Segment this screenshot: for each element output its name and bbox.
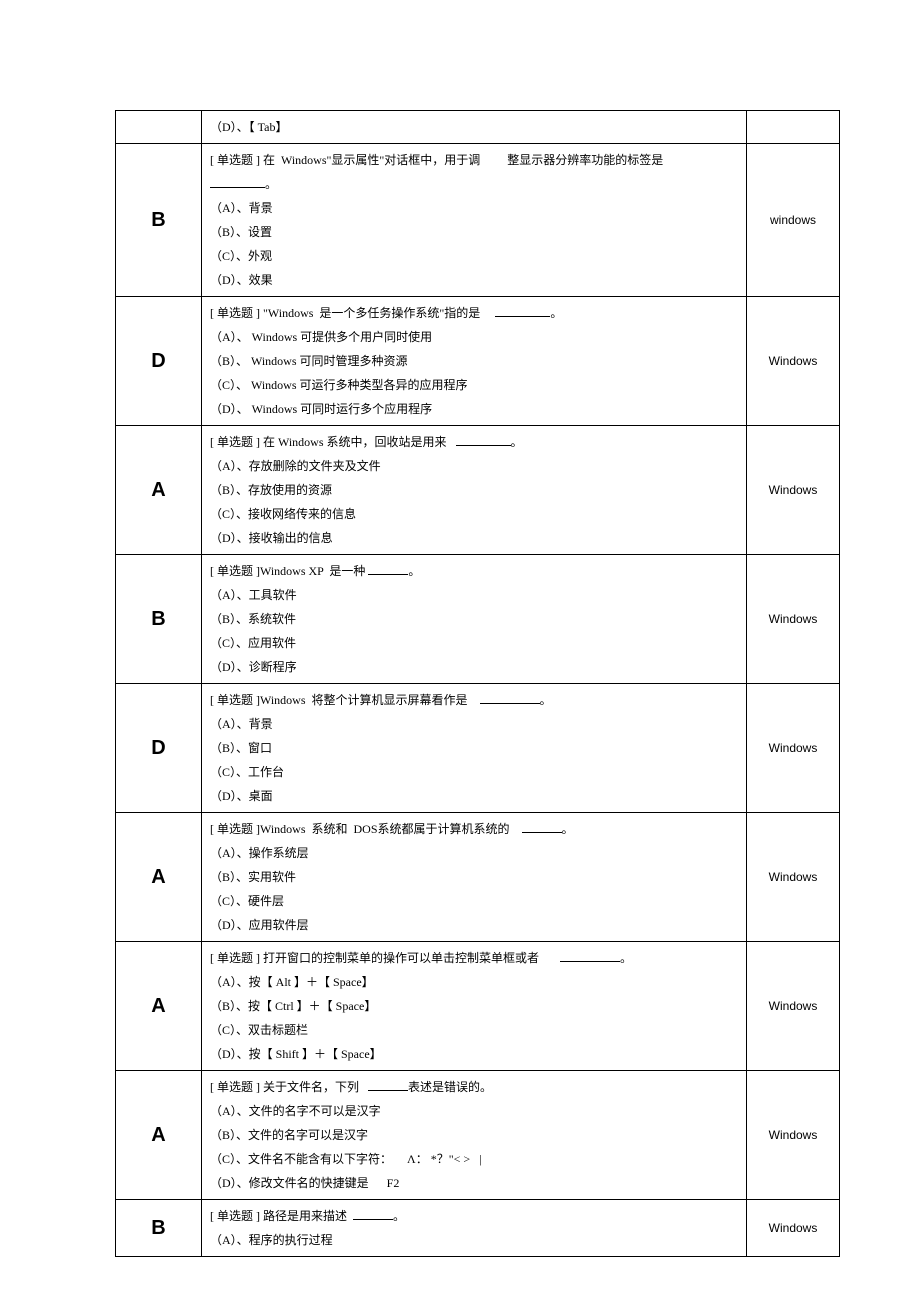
question-option: （D）、接收输出的信息 <box>210 526 738 550</box>
question-option: （C）、工作台 <box>210 760 738 784</box>
category-cell: Windows <box>747 555 840 684</box>
answer-cell: D <box>116 297 202 426</box>
answer-cell: A <box>116 813 202 942</box>
question-cell: [ 单选题 ] "Windows 是一个多任务操作系统"指的是 。（A）、 Wi… <box>202 297 747 426</box>
category-cell: Windows <box>747 684 840 813</box>
question-stem: [ 单选题 ] "Windows 是一个多任务操作系统"指的是 。 <box>210 301 738 325</box>
category-cell: Windows <box>747 942 840 1071</box>
question-cell: （D）、【 Tab】 <box>202 111 747 144</box>
question-option: （A）、存放删除的文件夹及文件 <box>210 454 738 478</box>
question-cell: [ 单选题 ]Windows 将整个计算机显示屏幕看作是 。（A）、背景（B）、… <box>202 684 747 813</box>
question-stem: [ 单选题 ]Windows 将整个计算机显示屏幕看作是 。 <box>210 688 738 712</box>
table-row: B[ 单选题 ] 路径是用来描述 。（A）、程序的执行过程Windows <box>116 1200 840 1257</box>
answer-cell: B <box>116 555 202 684</box>
table-row: D[ 单选题 ] "Windows 是一个多任务操作系统"指的是 。（A）、 W… <box>116 297 840 426</box>
question-option: （B）、窗口 <box>210 736 738 760</box>
question-option: （A）、文件的名字不可以是汉字 <box>210 1099 738 1123</box>
question-option: （D）、【 Tab】 <box>210 115 738 139</box>
question-option: （A）、程序的执行过程 <box>210 1228 738 1252</box>
question-option: （A）、背景 <box>210 712 738 736</box>
table-row: A[ 单选题 ] 在 Windows 系统中，回收站是用来 。（A）、存放删除的… <box>116 426 840 555</box>
question-stem: [ 单选题 ] 路径是用来描述 。 <box>210 1204 738 1228</box>
question-cell: [ 单选题 ] 打开窗口的控制菜单的操作可以单击控制菜单框或者 。（A）、按【 … <box>202 942 747 1071</box>
question-stem: [ 单选题 ] 打开窗口的控制菜单的操作可以单击控制菜单框或者 。 <box>210 946 738 970</box>
question-option: （C）、接收网络传来的信息 <box>210 502 738 526</box>
question-cell: [ 单选题 ] 关于文件名，下列 表述是错误的。（A）、文件的名字不可以是汉字（… <box>202 1071 747 1200</box>
category-cell: Windows <box>747 426 840 555</box>
category-cell: Windows <box>747 1200 840 1257</box>
question-option: （A）、 Windows 可提供多个用户同时使用 <box>210 325 738 349</box>
question-option: （C）、双击标题栏 <box>210 1018 738 1042</box>
question-option: （B）、 Windows 可同时管理多种资源 <box>210 349 738 373</box>
table-row: B [ 单选题 ] 在 Windows"显示属性"对话框中，用于调 整显示器分辨率… <box>116 144 840 297</box>
question-blank-line: 。 <box>210 172 738 196</box>
question-cell: [ 单选题 ]Windows XP 是一种 。（A）、工具软件（B）、系统软件（… <box>202 555 747 684</box>
category-cell: Windows <box>747 1071 840 1200</box>
category-cell: Windows <box>747 813 840 942</box>
question-cell: [ 单选题 ] 路径是用来描述 。（A）、程序的执行过程 <box>202 1200 747 1257</box>
answer-cell: D <box>116 684 202 813</box>
question-option: （D）、修改文件名的快捷键是 F2 <box>210 1171 738 1195</box>
category-cell <box>747 111 840 144</box>
question-option: （D）、 Windows 可同时运行多个应用程序 <box>210 397 738 421</box>
question-stem: [ 单选题 ] 在 Windows 系统中，回收站是用来 。 <box>210 430 738 454</box>
question-option: （B）、存放使用的资源 <box>210 478 738 502</box>
table-row: D[ 单选题 ]Windows 将整个计算机显示屏幕看作是 。（A）、背景（B）… <box>116 684 840 813</box>
table-row: B[ 单选题 ]Windows XP 是一种 。（A）、工具软件（B）、系统软件… <box>116 555 840 684</box>
question-table: （D）、【 Tab】 B [ 单选题 ] 在 Windows"显示属性"对话框中，用… <box>115 110 840 1257</box>
question-option: （A）、操作系统层 <box>210 841 738 865</box>
question-option: （B）、系统软件 <box>210 607 738 631</box>
question-stem: [ 单选题 ] 关于文件名，下列 表述是错误的。 <box>210 1075 738 1099</box>
question-option: （C）、应用软件 <box>210 631 738 655</box>
question-cell: [ 单选题 ] 在 Windows 系统中，回收站是用来 。（A）、存放删除的文… <box>202 426 747 555</box>
question-stem: [ 单选题 ]Windows 系统和 DOS系统都属于计算机系统的 。 <box>210 817 738 841</box>
question-option: （D）、按【 Shift 】＋【 Space】 <box>210 1042 738 1066</box>
table-row: A[ 单选题 ] 关于文件名，下列 表述是错误的。（A）、文件的名字不可以是汉字… <box>116 1071 840 1200</box>
question-option: （D）、诊断程序 <box>210 655 738 679</box>
question-option: （B）、文件的名字可以是汉字 <box>210 1123 738 1147</box>
table-row: （D）、【 Tab】 <box>116 111 840 144</box>
question-option: （D）、应用软件层 <box>210 913 738 937</box>
question-stem: [ 单选题 ] 在 Windows"显示属性"对话框中，用于调 整显示器分辨率功… <box>210 148 738 172</box>
question-option: （D）、效果 <box>210 268 738 292</box>
answer-cell: B <box>116 144 202 297</box>
document-page: （D）、【 Tab】 B [ 单选题 ] 在 Windows"显示属性"对话框中，用… <box>0 0 920 1257</box>
question-option: （C）、外观 <box>210 244 738 268</box>
question-stem: [ 单选题 ]Windows XP 是一种 。 <box>210 559 738 583</box>
table-row: A[ 单选题 ]Windows 系统和 DOS系统都属于计算机系统的 。（A）、… <box>116 813 840 942</box>
question-option: （A）、按【 Alt 】＋【 Space】 <box>210 970 738 994</box>
question-cell: [ 单选题 ]Windows 系统和 DOS系统都属于计算机系统的 。（A）、操… <box>202 813 747 942</box>
question-option: （B）、设置 <box>210 220 738 244</box>
question-option: （B）、按【 Ctrl 】＋【 Space】 <box>210 994 738 1018</box>
question-cell: [ 单选题 ] 在 Windows"显示属性"对话框中，用于调 整显示器分辨率功… <box>202 144 747 297</box>
table-row: A[ 单选题 ] 打开窗口的控制菜单的操作可以单击控制菜单框或者 。（A）、按【… <box>116 942 840 1071</box>
category-cell: Windows <box>747 297 840 426</box>
answer-cell: A <box>116 1071 202 1200</box>
question-option: （C）、硬件层 <box>210 889 738 913</box>
answer-cell: A <box>116 426 202 555</box>
answer-cell: B <box>116 1200 202 1257</box>
question-option: （B）、实用软件 <box>210 865 738 889</box>
question-option: （D）、桌面 <box>210 784 738 808</box>
question-option: （A）、工具软件 <box>210 583 738 607</box>
question-option: （C）、 Windows 可运行多种类型各异的应用程序 <box>210 373 738 397</box>
category-cell: windows <box>747 144 840 297</box>
answer-cell <box>116 111 202 144</box>
answer-cell: A <box>116 942 202 1071</box>
question-option: （A）、背景 <box>210 196 738 220</box>
question-option: （C）、文件名不能含有以下字符： Λ： *？"< > | <box>210 1147 738 1171</box>
